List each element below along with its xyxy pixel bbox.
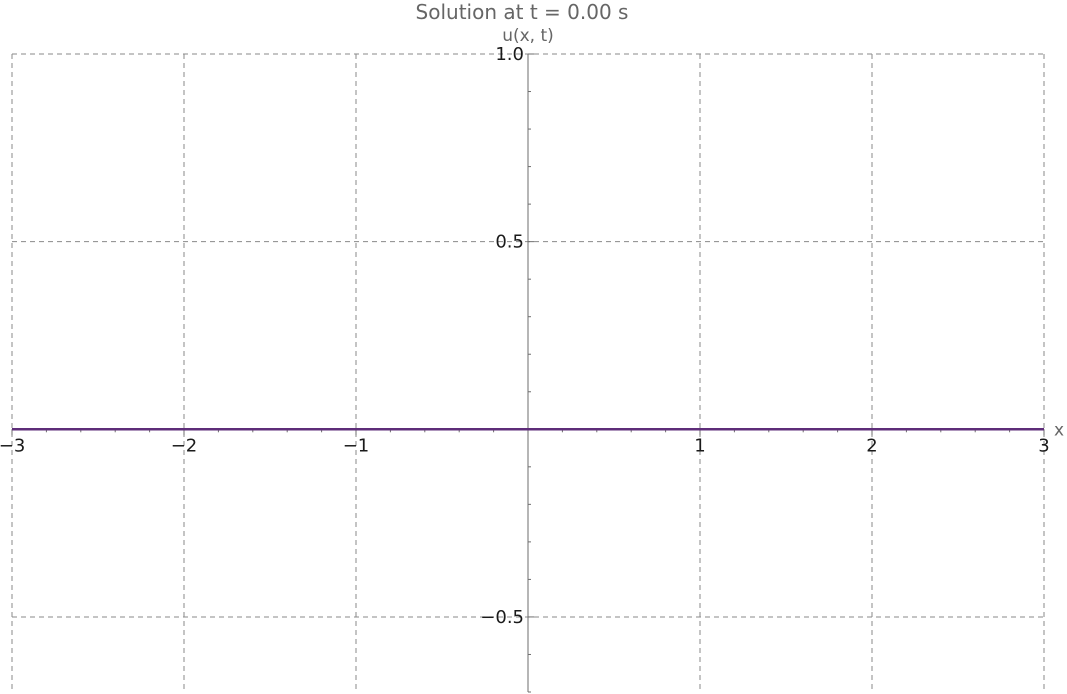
x-axis-label: x <box>1054 420 1064 440</box>
y-axis-label: u(x, t) <box>502 26 554 46</box>
y-tick-label: −0.5 <box>480 607 524 628</box>
axes <box>12 54 1044 692</box>
tick-labels: −3 −2 −1 1 2 3 −0.5 0.5 1.0 <box>0 44 1050 628</box>
x-tick-label: 1 <box>694 435 705 456</box>
chart-title: Solution at t = 0.00 s <box>416 0 629 24</box>
x-tick-label: −1 <box>343 435 370 456</box>
x-tick-label: −2 <box>171 435 198 456</box>
x-tick-label: −3 <box>0 435 25 456</box>
y-tick-label: 0.5 <box>495 232 524 253</box>
y-tick-label: 1.0 <box>495 44 524 65</box>
x-tick-label: 3 <box>1038 435 1049 456</box>
x-tick-label: 2 <box>866 435 877 456</box>
